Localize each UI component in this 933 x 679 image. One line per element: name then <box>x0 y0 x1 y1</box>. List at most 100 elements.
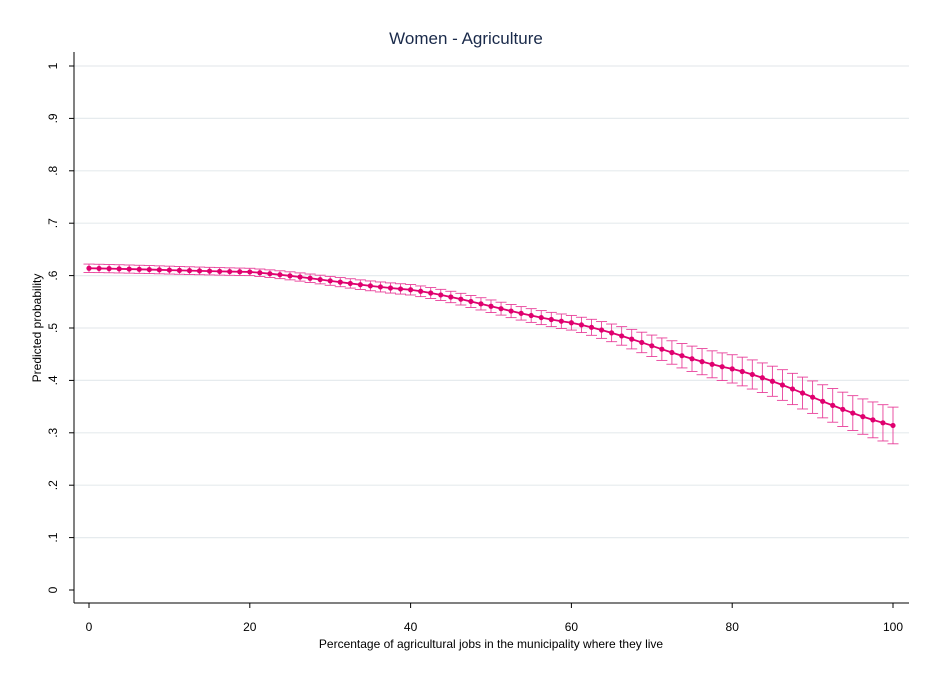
data-point <box>598 327 605 333</box>
data-point <box>277 272 283 278</box>
data-point <box>196 268 203 274</box>
data-point <box>438 292 444 298</box>
y-tick-label: .2 <box>46 480 60 490</box>
data-point <box>820 398 826 404</box>
data-point <box>508 308 514 314</box>
chart-title: Women - Agriculture <box>389 29 543 48</box>
data-point <box>327 278 333 284</box>
data-point <box>528 312 534 319</box>
data-point <box>840 406 846 412</box>
data-point <box>578 322 585 328</box>
data-point <box>699 359 705 365</box>
data-point <box>629 336 635 342</box>
x-tick-label: 60 <box>565 620 579 634</box>
data-point <box>418 288 424 294</box>
grid-lines <box>74 65 909 539</box>
data-point <box>639 339 645 346</box>
data-point <box>458 296 464 302</box>
data-point <box>880 420 886 426</box>
y-tick-label: .3 <box>46 427 60 437</box>
y-tick-label: .5 <box>46 323 60 333</box>
x-tick-label: 40 <box>404 620 418 634</box>
data-point <box>96 265 102 272</box>
data-point <box>186 268 193 274</box>
data-point <box>548 316 554 323</box>
data-point <box>156 267 162 273</box>
data-point <box>729 366 735 372</box>
data-point <box>207 268 213 274</box>
data-point <box>810 394 816 400</box>
data-point <box>217 268 223 274</box>
data-point <box>709 361 715 367</box>
data-point <box>468 298 474 305</box>
data-point <box>257 270 263 276</box>
y-tick-label: .9 <box>46 113 60 123</box>
y-tick-label: 0 <box>46 586 60 593</box>
y-tick-label: .4 <box>46 375 60 385</box>
y-tick-label: 1 <box>46 62 60 69</box>
data-point <box>719 364 725 370</box>
data-point <box>538 314 544 321</box>
data-point <box>568 320 575 326</box>
x-axis-title: Percentage of agricultural jobs in the m… <box>319 637 664 651</box>
data-point <box>789 386 796 392</box>
data-point <box>609 330 615 336</box>
data-point <box>267 271 273 277</box>
data-point <box>830 402 836 408</box>
y-tick-label: .1 <box>46 532 60 542</box>
data-point <box>357 282 363 288</box>
data-point <box>307 275 313 281</box>
data-point <box>649 343 655 349</box>
data-point <box>287 273 293 279</box>
y-axis-title: Predicted probability <box>30 274 44 383</box>
data-point <box>799 390 806 396</box>
y-tick-label: .6 <box>46 270 60 280</box>
data-point <box>166 267 172 273</box>
data-point <box>779 382 786 388</box>
y-tick-label: .8 <box>46 165 60 175</box>
data-point <box>669 349 675 356</box>
data-point <box>659 346 665 352</box>
data-point <box>377 284 384 290</box>
data-point <box>890 422 896 429</box>
data-point <box>317 276 323 283</box>
x-tick-label: 20 <box>243 620 257 634</box>
data-point <box>619 333 625 339</box>
data-point <box>397 286 404 292</box>
data-point <box>387 285 394 291</box>
data-point <box>769 378 776 384</box>
series-points <box>86 265 896 429</box>
data-point <box>136 266 142 272</box>
data-point <box>337 279 343 285</box>
data-point <box>679 353 685 359</box>
data-point <box>558 318 564 324</box>
data-point <box>408 287 414 293</box>
x-tick-label: 0 <box>86 620 93 634</box>
data-point <box>146 266 152 273</box>
data-point <box>126 266 132 272</box>
data-point <box>176 267 183 273</box>
data-point <box>478 301 484 307</box>
x-tick-label: 100 <box>883 620 903 634</box>
data-point <box>588 324 595 330</box>
data-point <box>850 410 856 416</box>
data-point <box>116 266 122 272</box>
data-point <box>518 310 524 316</box>
data-point <box>227 268 233 275</box>
data-point <box>870 417 876 423</box>
data-point <box>749 371 755 378</box>
data-point <box>498 306 504 312</box>
data-point <box>739 368 745 375</box>
axes: 0 .1 .2 .3 .4 .5 .6 .7 .8 .9 1 0 20 40 60 80 100 <box>46 52 909 634</box>
data-point <box>247 269 253 275</box>
data-point <box>237 269 243 275</box>
data-point <box>367 283 373 289</box>
data-point <box>860 414 866 420</box>
data-point <box>428 290 434 296</box>
y-tick-label: .7 <box>46 218 60 228</box>
data-point <box>297 274 303 280</box>
x-tick-label: 80 <box>726 620 740 634</box>
